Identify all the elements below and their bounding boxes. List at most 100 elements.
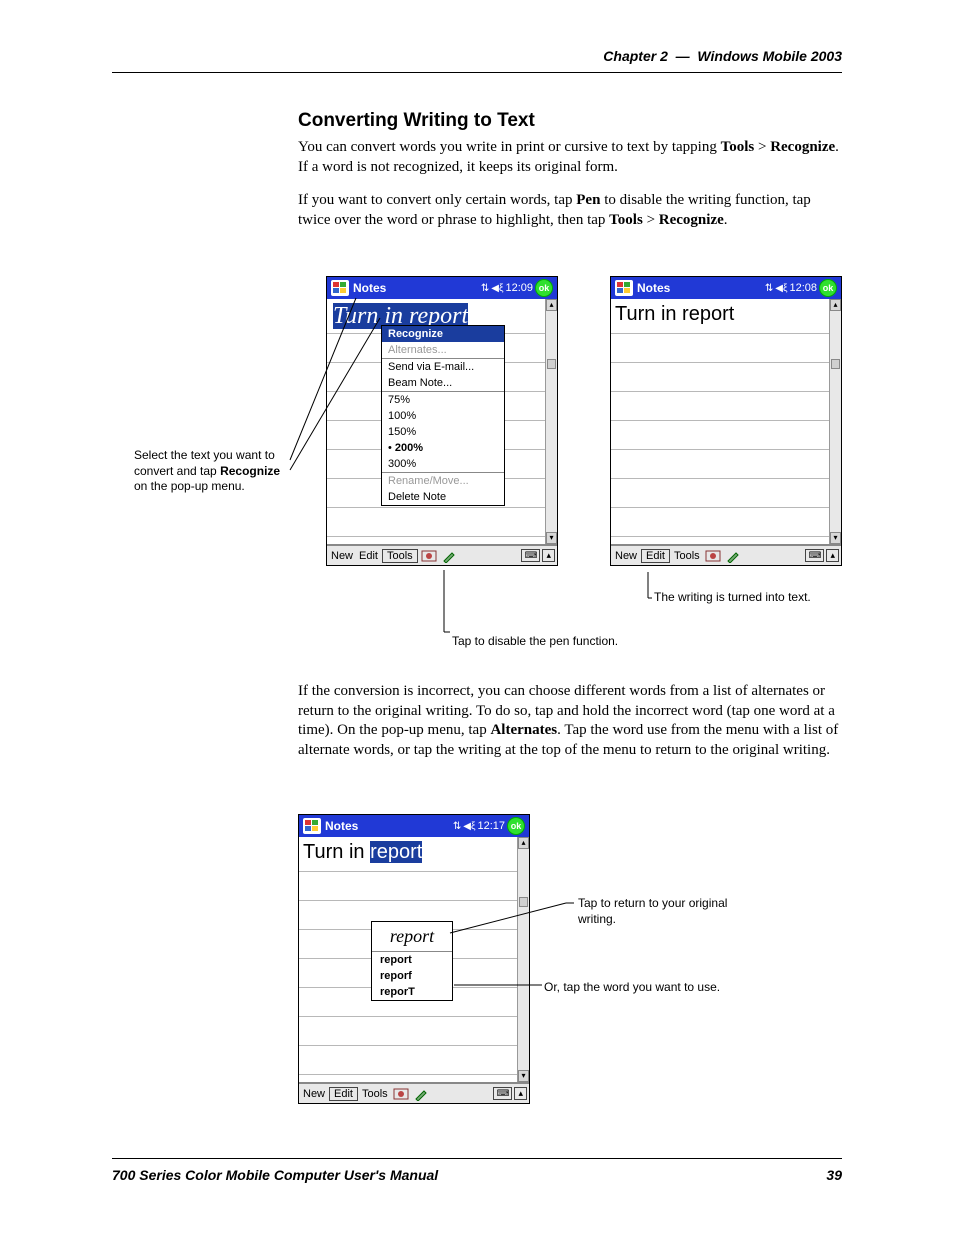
pen-icon[interactable]: [724, 549, 742, 563]
cmd-new[interactable]: New: [613, 550, 639, 562]
alternates-handwriting[interactable]: report: [372, 922, 452, 952]
converted-text[interactable]: Turn in report: [303, 841, 422, 864]
chapter-sep: —: [672, 48, 698, 64]
keyboard-icon[interactable]: ⌨: [805, 549, 824, 562]
pen-icon[interactable]: [412, 1087, 430, 1101]
connectivity-icon[interactable]: ⇅: [765, 283, 773, 294]
selected-word[interactable]: report: [370, 841, 422, 863]
scroll-handle[interactable]: [831, 359, 840, 369]
scrollbar[interactable]: ▴ ▾: [517, 837, 529, 1082]
start-flag-icon[interactable]: [331, 280, 349, 296]
paragraph-3: If the conversion is incorrect, you can …: [298, 682, 842, 760]
menu-beam-note[interactable]: Beam Note...: [382, 375, 504, 391]
pda-screenshot-2: Notes ⇅ ◀ξ 12:08 ok Turn in report ▴ ▾ N…: [610, 276, 842, 566]
speaker-icon[interactable]: ◀ξ: [463, 821, 475, 832]
menu-rename[interactable]: Rename/Move...: [382, 473, 504, 489]
note-canvas[interactable]: Turn in report ▴ ▾: [611, 299, 841, 545]
menu-zoom-75[interactable]: 75%: [382, 392, 504, 408]
callout-tap-pen: Tap to disable the pen function.: [452, 634, 618, 648]
p2-bold-recognize: Recognize: [659, 212, 724, 228]
record-icon[interactable]: [420, 549, 438, 563]
sip-arrow-icon[interactable]: ▴: [826, 549, 839, 562]
alternate-2[interactable]: reporf: [372, 968, 452, 984]
scroll-down-icon[interactable]: ▾: [546, 532, 557, 544]
menu-zoom-300[interactable]: 300%: [382, 456, 504, 472]
titlebar: Notes ⇅ ◀ξ 12:08 ok: [611, 277, 841, 299]
cmd-tools[interactable]: Tools: [382, 549, 418, 563]
record-icon[interactable]: [392, 1087, 410, 1101]
keyboard-icon[interactable]: ⌨: [521, 549, 540, 562]
sip-arrow-icon[interactable]: ▴: [542, 549, 555, 562]
ok-button[interactable]: ok: [535, 279, 553, 297]
alternate-3[interactable]: reporT: [372, 984, 452, 1000]
footer-rule: [112, 1158, 842, 1159]
pen-icon[interactable]: [440, 549, 458, 563]
scroll-down-icon[interactable]: ▾: [518, 1070, 529, 1082]
p3-bold-alternates: Alternates: [490, 722, 557, 738]
sip-arrow-icon[interactable]: ▴: [514, 1087, 527, 1100]
connectivity-icon[interactable]: ⇅: [481, 283, 489, 294]
clock: 12:17: [477, 820, 505, 832]
scroll-up-icon[interactable]: ▴: [830, 299, 841, 311]
cmd-edit[interactable]: Edit: [641, 549, 670, 563]
record-icon[interactable]: [704, 549, 722, 563]
menu-delete[interactable]: Delete Note: [382, 489, 504, 505]
cmd-new[interactable]: New: [301, 1088, 327, 1100]
ok-button[interactable]: ok: [819, 279, 837, 297]
app-title: Notes: [353, 281, 477, 295]
scroll-up-icon[interactable]: ▴: [518, 837, 529, 849]
menu-zoom-200[interactable]: • 200%: [382, 440, 504, 456]
section-title: Converting Writing to Text: [298, 110, 842, 132]
converted-text[interactable]: Turn in report: [615, 303, 734, 326]
scroll-down-icon[interactable]: ▾: [830, 532, 841, 544]
alternate-1[interactable]: report: [372, 952, 452, 968]
note-canvas[interactable]: Turn in report Recognize Alternates... S…: [327, 299, 557, 545]
callout-bold: Recognize: [220, 464, 280, 478]
ok-button[interactable]: ok: [507, 817, 525, 835]
p2-g: .: [724, 212, 728, 228]
p2-bold-tools: Tools: [609, 212, 643, 228]
note-canvas[interactable]: Turn in report report report reporf repo…: [299, 837, 529, 1083]
menu-alternates[interactable]: Alternates...: [382, 342, 504, 358]
app-title: Notes: [325, 819, 449, 833]
app-title: Notes: [637, 281, 761, 295]
cmd-tools[interactable]: Tools: [672, 550, 702, 562]
scroll-handle[interactable]: [547, 359, 556, 369]
p2-e: >: [643, 212, 659, 228]
scrollbar[interactable]: ▴ ▾: [545, 299, 557, 544]
scroll-up-icon[interactable]: ▴: [546, 299, 557, 311]
menu-send-email[interactable]: Send via E-mail...: [382, 359, 504, 375]
p1-a: You can convert words you write in print…: [298, 139, 721, 155]
p1-bold-recognize: Recognize: [770, 139, 835, 155]
running-header: Chapter 2 — Windows Mobile 2003: [603, 48, 842, 64]
menu-recognize[interactable]: Recognize: [382, 326, 504, 342]
speaker-icon[interactable]: ◀ξ: [491, 283, 503, 294]
page-number: 39: [826, 1167, 842, 1183]
chapter-label: Chapter 2: [603, 48, 668, 64]
cmd-edit[interactable]: Edit: [329, 1087, 358, 1101]
menu-zoom-150[interactable]: 150%: [382, 424, 504, 440]
speaker-icon[interactable]: ◀ξ: [775, 283, 787, 294]
scrollbar[interactable]: ▴ ▾: [829, 299, 841, 544]
p1-bold-tools: Tools: [721, 139, 755, 155]
command-bar: New Edit Tools ⌨ ▴: [299, 1083, 529, 1103]
cmd-tools[interactable]: Tools: [360, 1088, 390, 1100]
start-flag-icon[interactable]: [303, 818, 321, 834]
callout-word-pick: Or, tap the word you want to use.: [544, 980, 724, 996]
p1-c: >: [754, 139, 770, 155]
scroll-handle[interactable]: [519, 897, 528, 907]
cmd-edit[interactable]: Edit: [357, 550, 380, 562]
menu-zoom-100[interactable]: 100%: [382, 408, 504, 424]
paragraph-2: If you want to convert only certain word…: [298, 191, 842, 230]
pda-screenshot-3: Notes ⇅ ◀ξ 12:17 ok Turn in report repor…: [298, 814, 530, 1104]
chapter-title: Windows Mobile 2003: [697, 48, 842, 64]
connectivity-icon[interactable]: ⇅: [453, 821, 461, 832]
cmd-new[interactable]: New: [329, 550, 355, 562]
main-content: Converting Writing to Text You can conve…: [298, 110, 842, 244]
start-flag-icon[interactable]: [615, 280, 633, 296]
titlebar: Notes ⇅ ◀ξ 12:09 ok: [327, 277, 557, 299]
text-plain: Turn in: [303, 841, 370, 863]
keyboard-icon[interactable]: ⌨: [493, 1087, 512, 1100]
clock: 12:09: [505, 282, 533, 294]
ruled-lines: [611, 299, 829, 544]
